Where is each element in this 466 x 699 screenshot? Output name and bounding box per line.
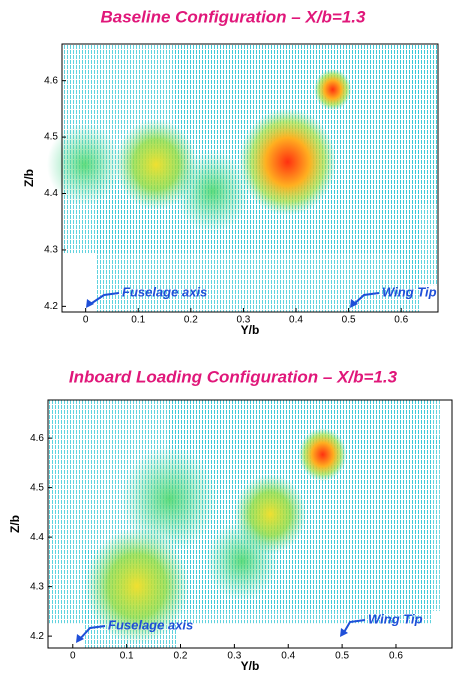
annotation-arrow: [342, 619, 366, 635]
x-tick-label: 0.2: [174, 651, 188, 662]
y-tick-label: 4.6: [44, 75, 58, 86]
annotation-arrow: [352, 292, 380, 306]
y-tick-label: 4.6: [30, 433, 44, 444]
annotation: Wing Tip: [382, 284, 437, 299]
x-tick-label: 0.1: [131, 315, 145, 326]
y-tick-label: 4.2: [44, 301, 58, 312]
x-tick-label: 0.4: [289, 315, 303, 326]
vortex-region: [205, 521, 279, 602]
vortex-region: [238, 108, 337, 216]
x-tick-label: 0.2: [184, 315, 198, 326]
x-axis-label: Y/b: [241, 323, 260, 337]
annotation: Wing Tip: [368, 611, 423, 626]
vortex-region: [120, 445, 218, 553]
arrow-head: [350, 299, 358, 308]
y-tick-label: 4.3: [44, 245, 58, 256]
vortex-region: [298, 427, 347, 482]
vortex-region: [84, 528, 190, 644]
y-tick-label: 4.2: [30, 631, 44, 642]
y-axis-label: Z/b: [22, 169, 36, 187]
x-tick-label: 0: [83, 315, 89, 326]
x-tick-label: 0.3: [236, 315, 250, 326]
y-tick-label: 4.3: [30, 581, 44, 592]
x-tick-label: 0.5: [342, 315, 356, 326]
y-tick-label: 4.4: [30, 532, 44, 543]
vortex-region: [174, 150, 250, 233]
chart-title: Baseline Configuration – X/b=1.3: [101, 7, 367, 26]
chart-title: Inboard Loading Configuration – X/b=1.3: [69, 367, 398, 386]
y-tick-label: 4.5: [30, 482, 44, 493]
annotation: Fuselage axis: [122, 284, 207, 299]
x-tick-label: 0.5: [335, 651, 349, 662]
annotation-arrow: [78, 625, 106, 641]
vector-patch: [400, 44, 438, 286]
arrow-head: [340, 628, 348, 637]
x-tick-label: 0: [70, 651, 76, 662]
y-axis-label: Z/b: [8, 515, 22, 533]
x-tick-label: 0.3: [227, 651, 241, 662]
x-tick-label: 0.6: [389, 651, 403, 662]
arrow-head: [86, 299, 94, 308]
vortex-region: [46, 123, 123, 206]
annotation: Fuselage axis: [108, 617, 193, 632]
vortex-region: [313, 68, 352, 111]
x-axis-label: Y/b: [241, 659, 260, 673]
x-tick-label: 0.6: [394, 315, 408, 326]
x-tick-label: 0.4: [281, 651, 295, 662]
plot-frame: [47, 399, 453, 649]
arrow-head: [76, 634, 84, 643]
plot-frame: [61, 43, 439, 313]
y-tick-label: 4.5: [44, 132, 58, 143]
y-tick-label: 4.4: [44, 188, 58, 199]
annotation-arrow: [88, 292, 120, 306]
x-tick-label: 0.1: [120, 651, 134, 662]
